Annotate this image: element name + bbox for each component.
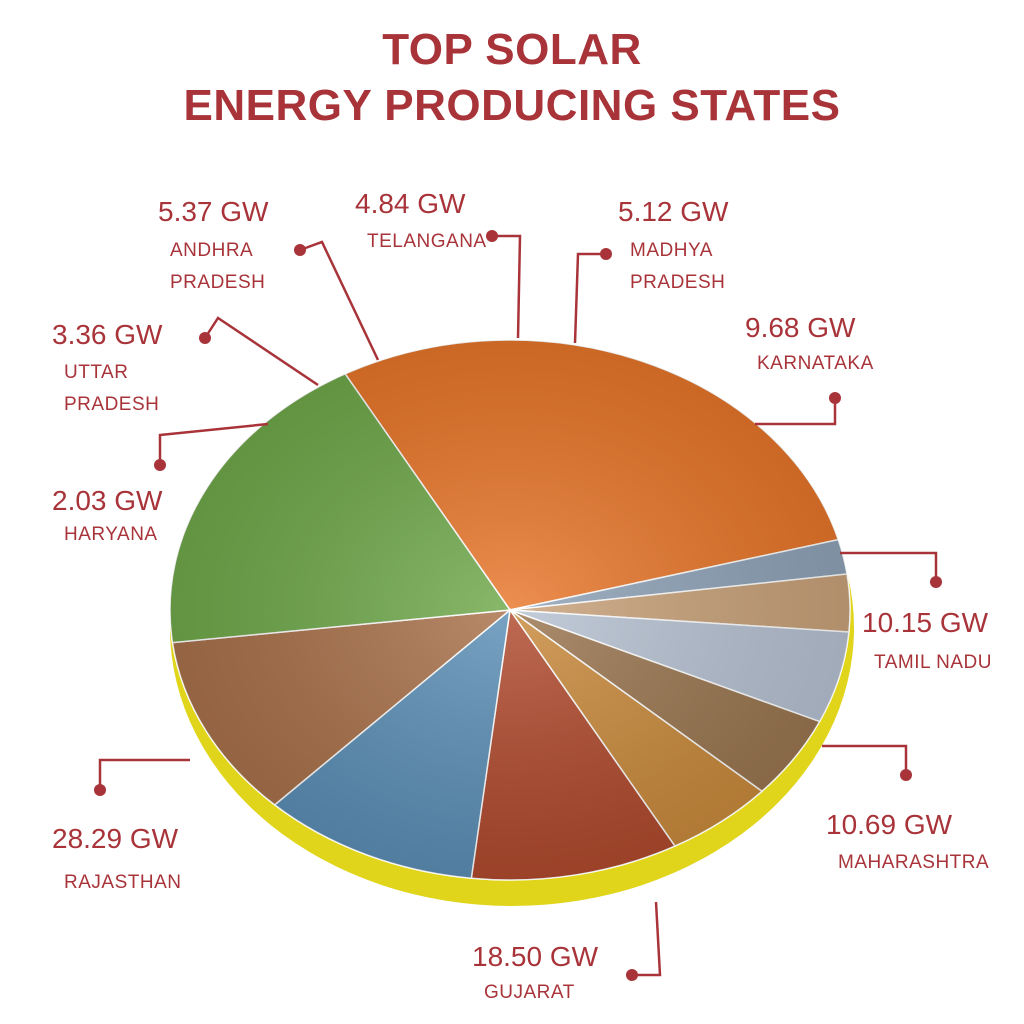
value-label-andhra-pradesh: 5.37 GW bbox=[158, 196, 269, 227]
value-label-telangana: 4.84 GW bbox=[355, 188, 466, 219]
name-label-maharashtra-1: MAHARASHTRA bbox=[838, 852, 989, 873]
leader-line-karnataka bbox=[755, 398, 837, 426]
value-label-tamil-nadu: 10.15 GW bbox=[862, 607, 989, 638]
value-label-rajasthan: 28.29 GW bbox=[52, 823, 179, 854]
leader-dot-telangana bbox=[486, 230, 498, 242]
leader-line-andhra-pradesh bbox=[299, 240, 380, 361]
name-label-uttar-pradesh-2: PRADESH bbox=[64, 394, 159, 415]
leader-dot-rajasthan bbox=[94, 784, 106, 796]
leader-dot-haryana bbox=[154, 459, 166, 471]
leader-dot-gujarat bbox=[626, 969, 638, 981]
leader-dot-madhya-pradesh bbox=[600, 248, 612, 260]
leader-line-telangana bbox=[492, 234, 522, 339]
name-label-madhya-pradesh-1: MADHYA bbox=[630, 240, 713, 261]
name-label-andhra-pradesh-1: ANDHRA bbox=[170, 240, 253, 261]
leader-line-madhya-pradesh bbox=[573, 252, 606, 344]
leader-dot-tamil-nadu bbox=[930, 576, 942, 588]
value-label-haryana: 2.03 GW bbox=[52, 485, 163, 516]
name-label-madhya-pradesh-2: PRADESH bbox=[630, 272, 725, 293]
chart-title-line-1: TOP SOLAR bbox=[382, 25, 642, 74]
leader-dot-uttar-pradesh bbox=[199, 332, 211, 344]
leader-lines bbox=[94, 230, 942, 981]
slice-labels: 28.29 GW RAJASTHAN 2.03 GW HARYANA 3.36 GW UT… bbox=[52, 188, 992, 1003]
name-label-andhra-pradesh-2: PRADESH bbox=[170, 272, 265, 293]
leader-dot-karnataka bbox=[829, 392, 841, 404]
value-label-karnataka: 9.68 GW bbox=[745, 312, 856, 343]
name-label-tamil-nadu-1: TAMIL NADU bbox=[874, 652, 992, 673]
value-label-maharashtra: 10.69 GW bbox=[826, 809, 953, 840]
name-label-telangana-1: TELANGANA bbox=[367, 231, 487, 252]
leader-line-tamil-nadu bbox=[840, 551, 938, 582]
chart-title: TOP SOLAR ENERGY PRODUCING STATES bbox=[0, 22, 1024, 134]
leader-dot-andhra-pradesh bbox=[294, 244, 306, 256]
chart-title-line-2: ENERGY PRODUCING STATES bbox=[183, 81, 841, 130]
value-label-gujarat: 18.50 GW bbox=[472, 941, 599, 972]
name-label-haryana-1: HARYANA bbox=[64, 524, 158, 545]
leader-line-haryana bbox=[158, 422, 269, 465]
name-label-rajasthan-1: RAJASTHAN bbox=[64, 872, 181, 893]
pie-slices bbox=[169, 339, 851, 881]
value-label-uttar-pradesh: 3.36 GW bbox=[52, 319, 163, 350]
leader-line-gujarat bbox=[632, 901, 662, 977]
name-label-gujarat-1: GUJARAT bbox=[484, 982, 575, 1003]
name-label-uttar-pradesh-1: UTTAR bbox=[64, 362, 128, 383]
leader-line-rajasthan bbox=[98, 758, 190, 790]
value-label-madhya-pradesh: 5.12 GW bbox=[618, 196, 729, 227]
leader-line-maharashtra bbox=[822, 744, 908, 775]
leader-line-uttar-pradesh bbox=[203, 316, 319, 387]
name-label-karnataka-1: KARNATAKA bbox=[757, 353, 874, 374]
leader-dot-maharashtra bbox=[900, 769, 912, 781]
